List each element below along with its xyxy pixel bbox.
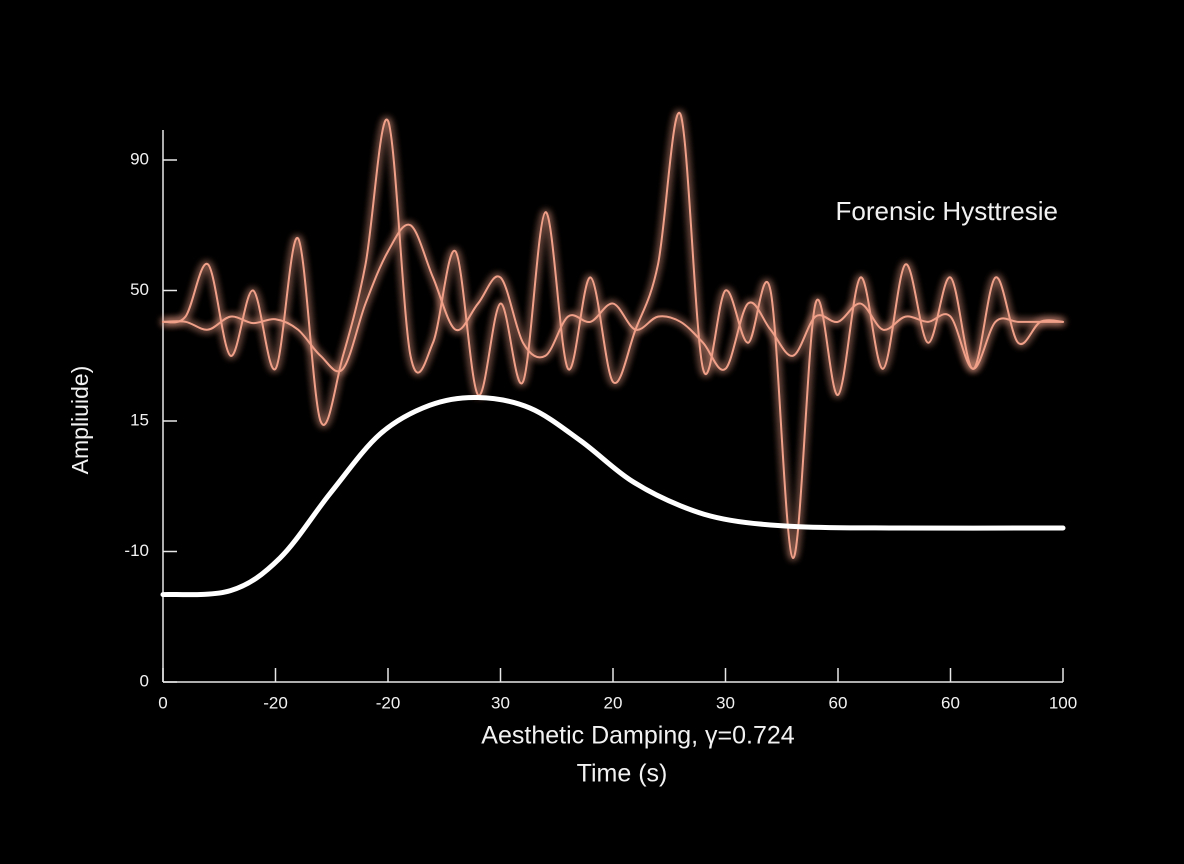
line-series <box>162 111 1064 560</box>
y-axis-label: Ampliuide) <box>67 366 93 475</box>
x-tick-label: 30 <box>491 693 510 712</box>
line-series <box>160 394 1066 598</box>
line-series <box>162 223 1064 373</box>
y-tick-label: 0 <box>140 671 149 690</box>
y-tick-label: 90 <box>130 149 149 168</box>
x-tick-label: 100 <box>1049 693 1077 712</box>
x-axis-label: Time (s) <box>577 760 668 788</box>
x-tick-label: 30 <box>716 693 735 712</box>
x-tick-label: 60 <box>941 693 960 712</box>
x-tick-label: 20 <box>604 693 623 712</box>
subtitle: Aesthetic Damping, γ=0.724 <box>481 722 794 750</box>
y-tick-label: 50 <box>130 280 149 299</box>
x-tick-label: 60 <box>829 693 848 712</box>
x-tick-label: 0 <box>158 693 167 712</box>
x-tick-label: -20 <box>376 693 401 712</box>
y-tick-label: 15 <box>130 410 149 429</box>
annotation: Forensic Hysttresie <box>836 196 1059 226</box>
x-tick-label: -20 <box>263 693 288 712</box>
y-tick-label: -10 <box>124 541 149 560</box>
